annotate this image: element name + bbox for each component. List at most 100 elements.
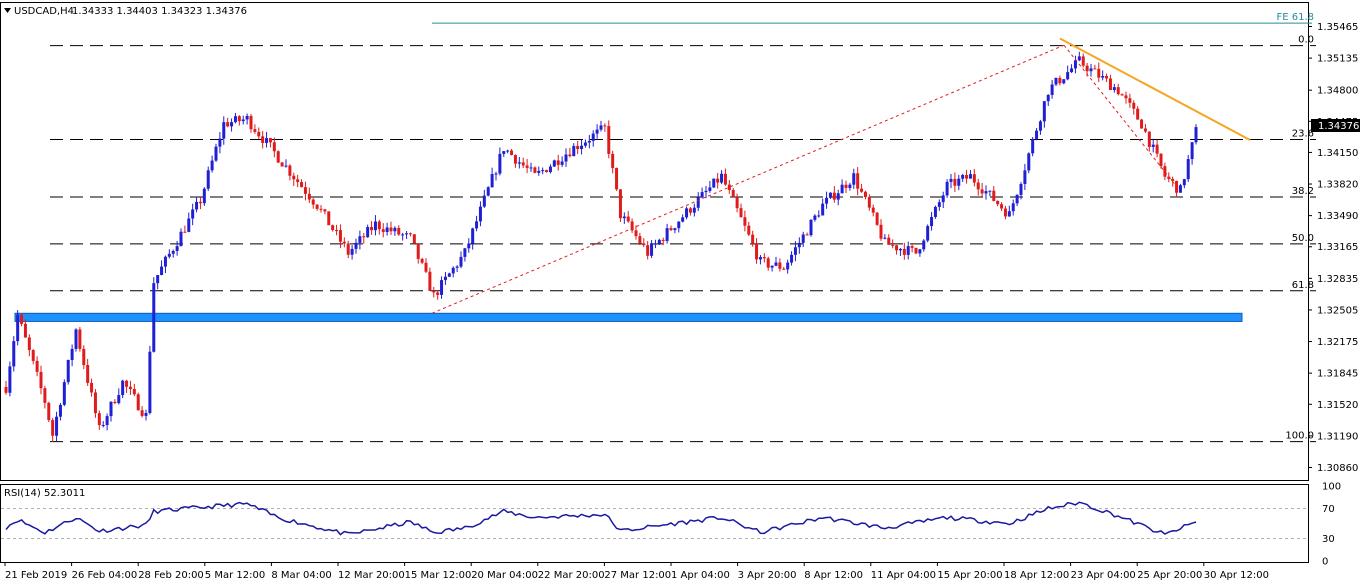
candle-body <box>1194 127 1198 143</box>
candle-body <box>136 394 140 411</box>
candle-body <box>307 193 311 200</box>
candle <box>90 378 94 397</box>
candle <box>222 116 226 145</box>
candle <box>863 190 867 200</box>
candle <box>856 167 860 196</box>
candle-body <box>1015 194 1019 204</box>
candle <box>751 230 755 247</box>
rsi-label: RSI(14) 52.3011 <box>4 488 85 499</box>
candle <box>451 266 455 278</box>
candle <box>23 319 27 338</box>
candle <box>568 147 572 158</box>
candle <box>626 211 630 223</box>
candle <box>1128 93 1132 108</box>
candle-body <box>1073 60 1077 69</box>
candle <box>988 190 992 197</box>
candle-body <box>358 236 362 243</box>
time-tick-label: 15 Apr 20:00 <box>937 570 1002 581</box>
triangle-down-icon[interactable] <box>4 8 11 13</box>
candle <box>385 222 389 236</box>
candle-body <box>478 206 482 222</box>
candle <box>1089 63 1093 77</box>
candle <box>319 205 323 213</box>
fibonacci-levels: 0.0 23.6 38.2 50.0 61.8 100.0 <box>50 35 1316 443</box>
price-tick-label: 1.32835 <box>1317 274 1358 285</box>
candle <box>805 232 809 236</box>
candle-body <box>704 190 708 193</box>
candle <box>187 212 191 233</box>
candle-body <box>412 234 416 244</box>
candle-body <box>408 233 412 235</box>
candle <box>871 204 875 217</box>
candle-body <box>1101 75 1105 78</box>
candle-body <box>1038 121 1042 131</box>
candle-body <box>66 359 70 383</box>
candle-body <box>922 240 926 250</box>
candles <box>4 51 1198 443</box>
price-tick-label: 1.34150 <box>1317 148 1358 159</box>
candle <box>436 290 440 300</box>
candle-body <box>910 246 914 248</box>
candle <box>1182 178 1186 189</box>
candle <box>4 380 8 395</box>
candle-body <box>778 262 782 269</box>
candle <box>657 238 661 246</box>
candle <box>1066 65 1070 81</box>
candle <box>471 227 475 250</box>
candle <box>774 256 778 267</box>
candle <box>31 349 35 365</box>
candle-body <box>280 162 284 167</box>
candle <box>206 166 210 192</box>
candle-body <box>1132 102 1136 109</box>
candle-body <box>700 192 704 198</box>
time-tick-label: 25 Apr 20:00 <box>1137 570 1202 581</box>
candle-body <box>55 416 59 436</box>
candle-body <box>1019 183 1023 195</box>
candle <box>583 139 587 148</box>
candle <box>564 148 568 167</box>
candle-body <box>105 416 109 426</box>
candle-body <box>801 234 805 243</box>
candle <box>1155 139 1159 158</box>
candle-body <box>786 262 790 270</box>
candle <box>653 239 657 249</box>
candle <box>280 161 284 167</box>
candle-body <box>160 266 164 276</box>
candle <box>887 234 891 245</box>
candle <box>1077 51 1081 62</box>
candle <box>673 227 677 234</box>
candle-body <box>821 203 825 216</box>
candle-body <box>883 237 887 239</box>
candle-body <box>564 154 568 162</box>
candle-body <box>720 173 724 183</box>
candle-body <box>1050 84 1054 95</box>
candle-body <box>97 413 101 426</box>
candle <box>937 199 941 211</box>
price-tick-label: 1.31520 <box>1317 400 1358 411</box>
candle-body <box>319 208 323 210</box>
candle-body <box>86 365 90 383</box>
candle <box>249 113 253 133</box>
candle-body <box>12 341 16 367</box>
candle <box>366 224 370 238</box>
candle-body <box>809 219 813 236</box>
candle <box>8 361 12 397</box>
candle <box>1073 55 1077 74</box>
candle <box>393 226 397 236</box>
candle-body <box>443 276 447 281</box>
candle-body <box>447 273 451 277</box>
candle-body <box>747 225 751 235</box>
candle <box>793 241 797 262</box>
candle <box>218 132 222 154</box>
current-price-tag <box>1311 119 1360 132</box>
candle <box>66 359 70 385</box>
candle <box>467 238 471 253</box>
candle-body <box>148 351 152 413</box>
candle-body <box>109 401 113 417</box>
candle <box>587 134 591 149</box>
candle-body <box>502 151 506 154</box>
candle <box>1163 162 1167 181</box>
candle <box>914 247 918 255</box>
candle-body <box>867 197 871 208</box>
